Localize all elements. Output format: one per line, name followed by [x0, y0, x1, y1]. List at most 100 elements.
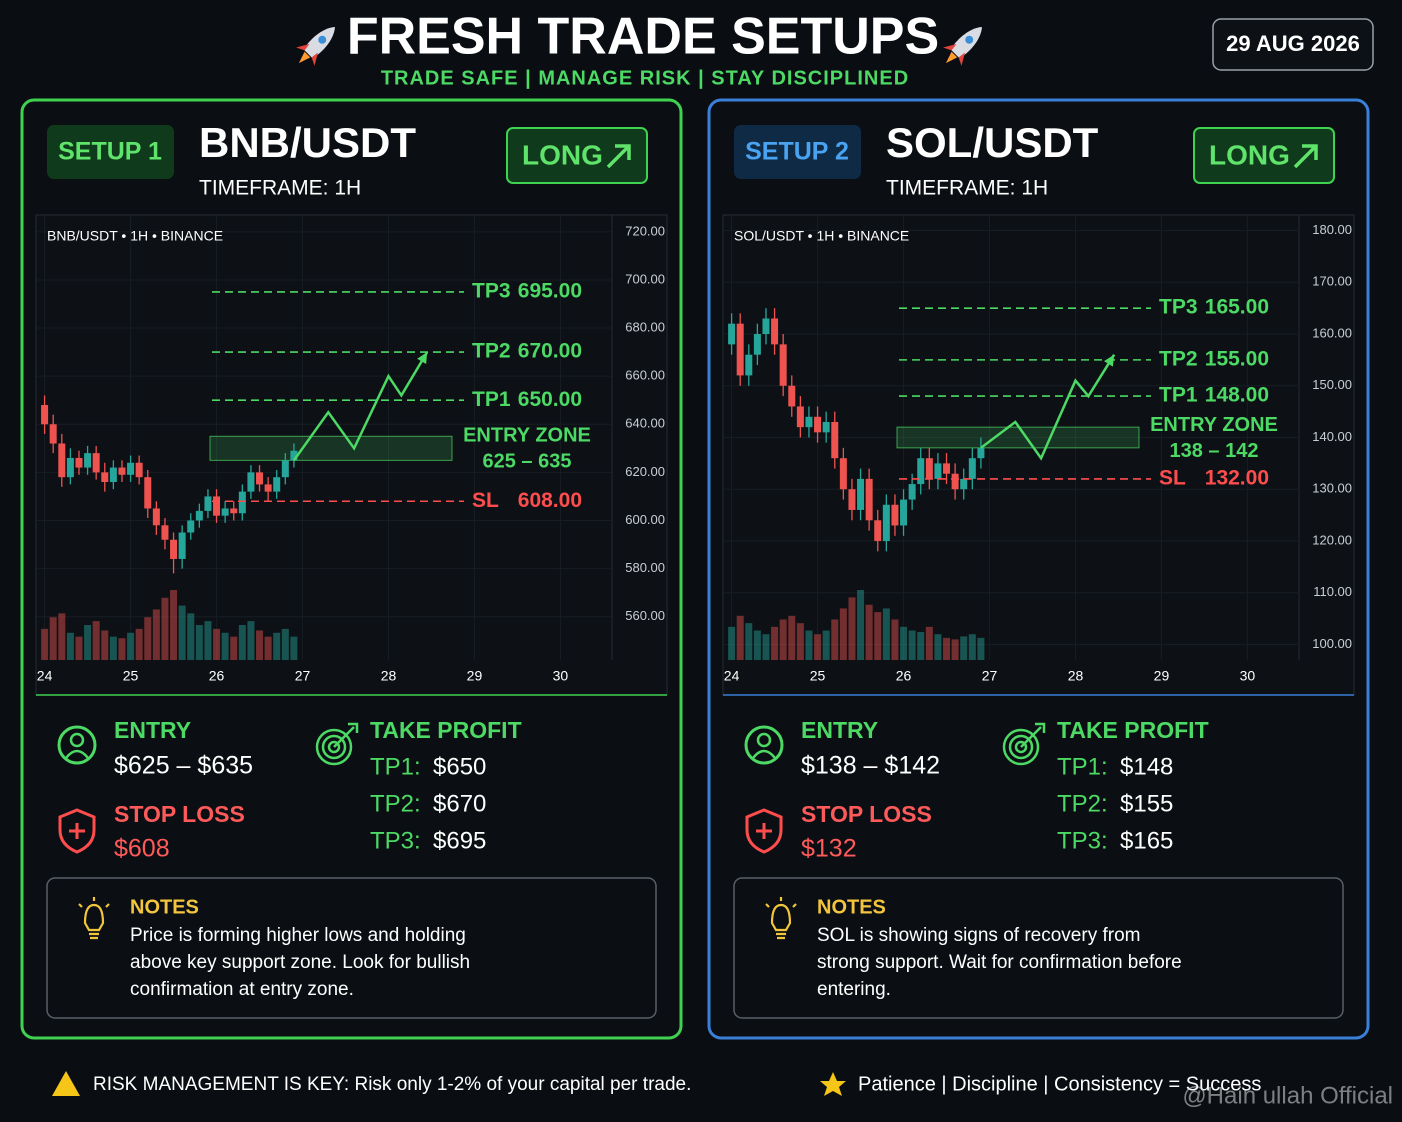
volume-bar [891, 619, 899, 660]
volume-bar [728, 626, 736, 660]
candle-body [839, 458, 847, 490]
volume-bar [92, 621, 100, 660]
y-tick-label: 580.00 [625, 560, 665, 575]
projection-arrowhead [417, 352, 428, 365]
level-name: SL [1159, 466, 1186, 489]
target-label: TP3: [370, 827, 421, 854]
star-icon [820, 1072, 846, 1096]
candle-body [814, 416, 822, 433]
notes-title: NOTES [817, 896, 886, 918]
volume-bar [925, 626, 933, 660]
candle-body [745, 354, 753, 376]
notes-line: SOL is showing signs of recovery from [817, 925, 1140, 946]
candle-body [779, 344, 787, 386]
candle-body [66, 457, 74, 478]
volume-bar [908, 630, 916, 660]
volume-bar [788, 615, 796, 660]
y-tick-label: 140.00 [1312, 429, 1352, 444]
candle-body [49, 424, 57, 444]
candle-body [891, 504, 899, 526]
level-name: TP1 [472, 388, 511, 411]
y-tick-label: 700.00 [625, 271, 665, 286]
candle-body [951, 473, 959, 490]
candle-body [170, 539, 178, 559]
volume-bar [41, 628, 49, 660]
entry-icon-body [65, 749, 89, 759]
volume-bar [900, 626, 908, 660]
y-tick-label: 560.00 [625, 608, 665, 623]
volume-bar [135, 628, 143, 660]
candle-body [822, 421, 830, 433]
x-tick-label: 28 [1068, 668, 1084, 684]
notes-line: Price is forming higher lows and holding [130, 925, 466, 946]
volume-bar [865, 604, 873, 660]
candle-body [865, 478, 873, 521]
entry-zone-label: ENTRY ZONE [1150, 414, 1278, 436]
candle-body [75, 457, 83, 468]
direction: LONG [1209, 139, 1290, 170]
x-tick-label: 29 [467, 668, 483, 684]
warning-icon [52, 1071, 80, 1096]
candle-body [917, 458, 925, 485]
stop-loss-value: $608 [114, 835, 170, 863]
candle-body [135, 462, 143, 478]
candle-body [805, 416, 813, 428]
candle-body [728, 323, 736, 345]
candle-body [857, 478, 865, 510]
candle-body [221, 508, 229, 516]
stop-loss-value: $132 [801, 835, 857, 863]
entry-value: $625 – $635 [114, 752, 253, 780]
watermark: @Hain ullah Official [1182, 1082, 1393, 1109]
volume-bar [178, 605, 186, 660]
volume-bar [753, 630, 761, 660]
volume-bar [848, 597, 856, 660]
direction-button [1193, 127, 1335, 184]
entry-zone-range: 138 – 142 [1170, 440, 1259, 462]
entry-icon-head [69, 732, 85, 748]
level-value: 155.00 [1205, 347, 1269, 370]
target-icon [327, 740, 341, 754]
target-value: $650 [433, 753, 486, 780]
setup-badge [734, 125, 861, 179]
page-title: FRESH TRADE SETUPS [347, 8, 939, 66]
entry-label: ENTRY [114, 717, 191, 743]
stop-loss-label: STOP LOSS [801, 801, 932, 827]
x-tick-label: 26 [209, 668, 225, 684]
volume-bar [736, 615, 744, 660]
candle-body [109, 467, 117, 482]
x-tick-label: 27 [295, 668, 311, 684]
notes-box [733, 877, 1344, 1019]
stop-icon [58, 808, 96, 854]
volume-bar [195, 625, 203, 660]
candle-body [204, 496, 212, 511]
volume-bar [771, 626, 779, 660]
projection-path [980, 354, 1116, 461]
setup-badge [47, 125, 174, 179]
target-value: $670 [433, 790, 486, 817]
volume-bar [170, 590, 178, 660]
candle-body [831, 421, 839, 459]
take-profit-label: TAKE PROFIT [370, 717, 522, 743]
volume-bar [75, 636, 83, 660]
date-box [1212, 18, 1374, 71]
y-tick-label: 720.00 [625, 223, 665, 238]
candle-body [290, 450, 298, 461]
volume-bar [84, 625, 92, 660]
volume-bar [109, 636, 117, 660]
candle-body [161, 525, 169, 540]
level-name: SL [472, 489, 499, 512]
candle-body [943, 463, 951, 474]
risk-warning: RISK MANAGEMENT IS KEY: Risk only 1-2% o… [93, 1074, 691, 1095]
level-name: TP1 [1159, 384, 1198, 407]
subtitle: TRADE SAFE | MANAGE RISK | STAY DISCIPLI… [381, 67, 909, 89]
volume-bar [762, 634, 770, 660]
level-value: 650.00 [518, 388, 582, 411]
entry-icon-head [756, 732, 772, 748]
candle-body [127, 462, 135, 475]
candle-body [925, 458, 933, 479]
volume-bar [187, 613, 195, 660]
entry-zone [209, 435, 453, 461]
level-value: 148.00 [1205, 384, 1269, 407]
volume-bar [796, 623, 804, 660]
volume-bar [144, 617, 152, 660]
